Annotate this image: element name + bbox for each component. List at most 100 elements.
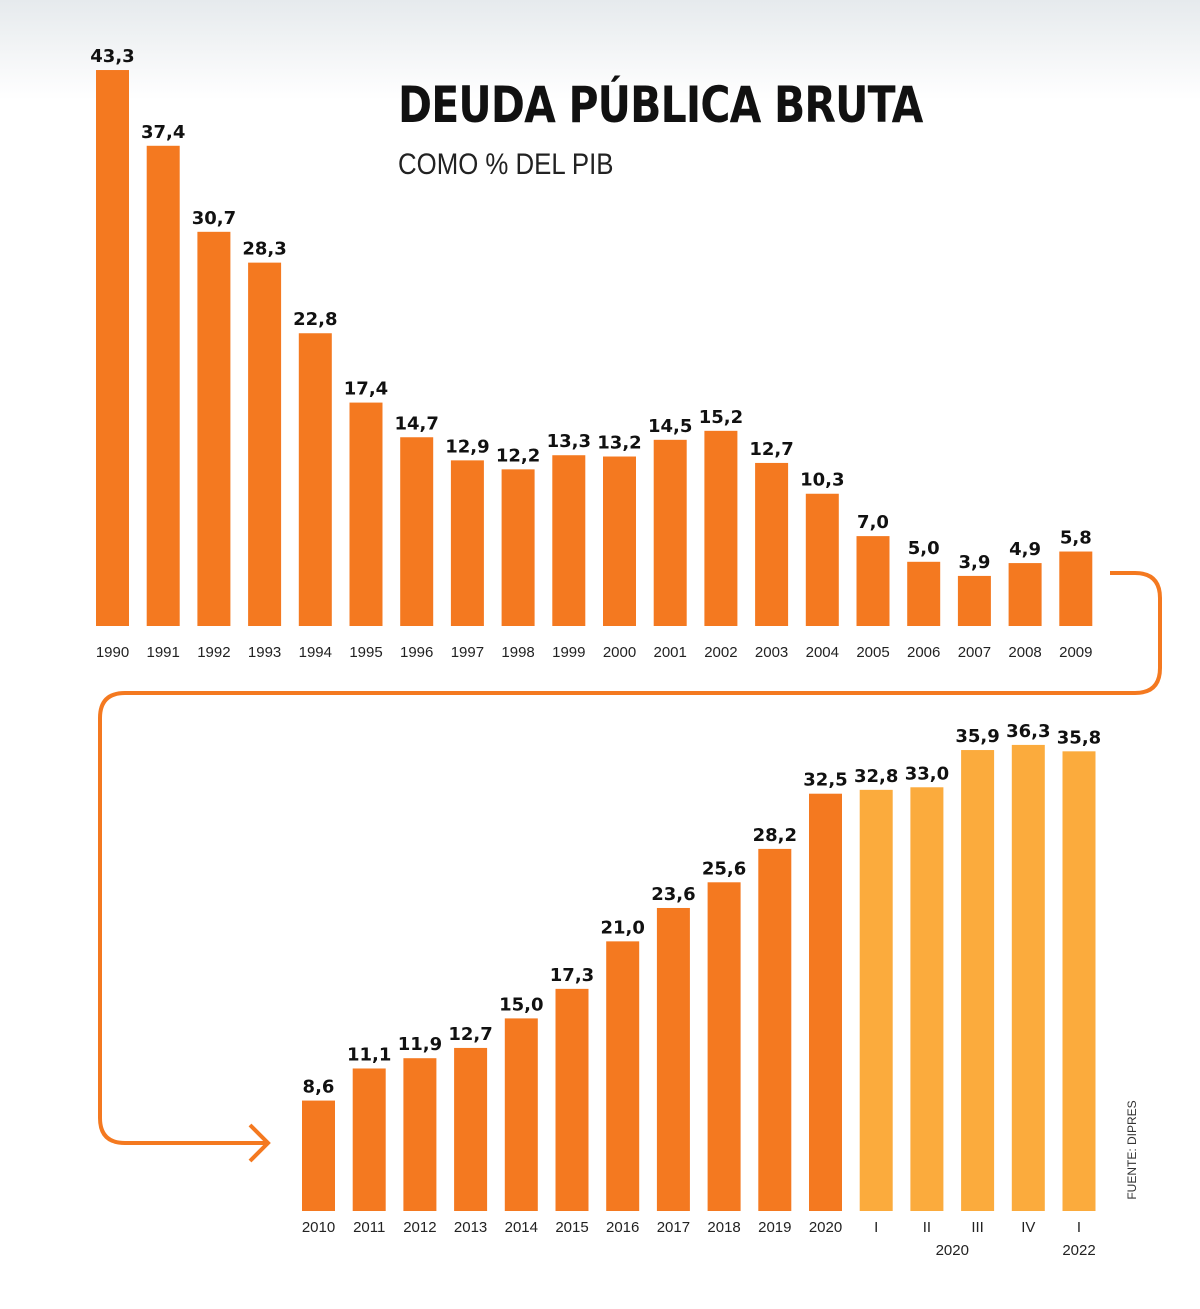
- bar-2013: [454, 1047, 488, 1211]
- bar-2015: [555, 988, 589, 1211]
- bar-2002: [704, 430, 738, 626]
- tick-label: 2016: [606, 1219, 639, 1236]
- value-label: 28,3: [242, 239, 286, 260]
- bar-2018: [707, 882, 741, 1211]
- tick-label: 2013: [454, 1219, 487, 1236]
- bar-2019: [758, 848, 792, 1211]
- value-label: 32,8: [854, 766, 898, 787]
- value-label: 11,9: [398, 1034, 442, 1055]
- tick-label: 2006: [907, 644, 940, 661]
- chart-title: DEUDA PÚBLICA BRUTA: [398, 76, 923, 134]
- value-label: 13,3: [547, 431, 591, 452]
- bar-2008: [1008, 563, 1042, 626]
- bar-2009: [1059, 551, 1093, 626]
- value-label: 15,2: [699, 407, 743, 428]
- value-label: 14,7: [394, 413, 438, 434]
- tick-label: I: [1077, 1219, 1081, 1236]
- bar-2017: [656, 907, 690, 1211]
- bar-2016: [606, 941, 640, 1211]
- bar-2006: [907, 561, 941, 626]
- bar-I: [1062, 751, 1096, 1211]
- tick-label: 2004: [806, 644, 839, 661]
- bar-2020: [809, 793, 842, 1211]
- bar-I: [859, 789, 893, 1211]
- value-label: 17,4: [344, 379, 388, 400]
- tick-label: 1992: [197, 644, 230, 661]
- group-label: 2020: [936, 1242, 969, 1259]
- value-label: 21,0: [600, 917, 644, 938]
- tick-label: 2007: [958, 644, 991, 661]
- value-label: 12,7: [448, 1024, 492, 1045]
- bar-II: [910, 787, 944, 1211]
- tick-label: I: [874, 1219, 878, 1236]
- tick-label: 2003: [755, 644, 788, 661]
- bar-1990: [96, 70, 129, 626]
- bar-1998: [501, 469, 535, 626]
- value-label: 3,9: [958, 552, 990, 573]
- bar-1996: [400, 437, 434, 626]
- tick-label: 1994: [299, 644, 332, 661]
- bar-2011: [352, 1068, 386, 1211]
- bar-1997: [450, 460, 484, 626]
- value-label: 28,2: [753, 825, 797, 846]
- bar-2010: [302, 1100, 335, 1211]
- bar-1994: [298, 333, 332, 626]
- bar-1995: [349, 402, 383, 626]
- bar-III: [961, 750, 995, 1211]
- value-label: 12,9: [445, 436, 489, 457]
- bar-IV: [1011, 744, 1045, 1211]
- tick-label: 2002: [704, 644, 737, 661]
- value-label: 25,6: [702, 858, 746, 879]
- tick-label: 2012: [403, 1219, 436, 1236]
- tick-label: 2009: [1059, 644, 1092, 661]
- arrow-head-icon: [248, 1123, 271, 1163]
- tick-label: 2020: [809, 1219, 842, 1236]
- tick-label: 1993: [248, 644, 281, 661]
- top-panel: 43,3 1990 37,4 1991 30,7 1992 28,3 1993 22,8 1994…: [90, 46, 1092, 661]
- tick-label: 1990: [96, 644, 129, 661]
- value-label: 30,7: [192, 208, 236, 229]
- bar-2005: [856, 536, 890, 626]
- value-label: 10,3: [800, 470, 844, 491]
- tick-label: 1998: [501, 644, 534, 661]
- tick-label: 2005: [856, 644, 889, 661]
- bar-2003: [755, 462, 789, 626]
- bottom-panel: 8,6 2010 11,1 2011 11,9 2012 12,7 2013 15,0 2014 1…: [302, 721, 1101, 1259]
- value-label: 43,3: [90, 46, 134, 67]
- value-label: 35,9: [955, 726, 999, 747]
- tick-label: 1996: [400, 644, 433, 661]
- tick-label: 1999: [552, 644, 585, 661]
- tick-label: 1995: [349, 644, 382, 661]
- value-label: 15,0: [499, 994, 543, 1015]
- tick-label: 2019: [758, 1219, 791, 1236]
- value-label: 14,5: [648, 416, 692, 437]
- tick-label: II: [923, 1219, 931, 1236]
- value-label: 17,3: [550, 965, 594, 986]
- value-label: 11,1: [347, 1044, 391, 1065]
- value-label: 8,6: [303, 1077, 335, 1098]
- tick-label: 2008: [1008, 644, 1041, 661]
- connector-arrow-path: [98, 571, 1162, 1145]
- value-label: 5,8: [1060, 528, 1092, 549]
- value-label: 22,8: [293, 309, 337, 330]
- tick-label: 2014: [505, 1219, 538, 1236]
- value-label: 12,2: [496, 445, 540, 466]
- tick-label: 2000: [603, 644, 636, 661]
- bar-1991: [146, 145, 180, 626]
- tick-label: 2015: [555, 1219, 588, 1236]
- tick-label: 1991: [147, 644, 180, 661]
- tick-label: 2001: [654, 644, 687, 661]
- group-label: 2022: [1062, 1242, 1095, 1259]
- value-label: 33,0: [905, 763, 949, 784]
- bar-1993: [248, 262, 282, 626]
- value-label: 36,3: [1006, 721, 1050, 742]
- bar-1999: [552, 455, 586, 626]
- bar-2014: [504, 1018, 538, 1211]
- value-label: 23,6: [651, 884, 695, 905]
- value-label: 37,4: [141, 122, 185, 143]
- tick-label: 2010: [302, 1219, 335, 1236]
- value-label: 35,8: [1057, 727, 1101, 748]
- bar-2007: [957, 575, 991, 626]
- bar-1992: [197, 231, 231, 626]
